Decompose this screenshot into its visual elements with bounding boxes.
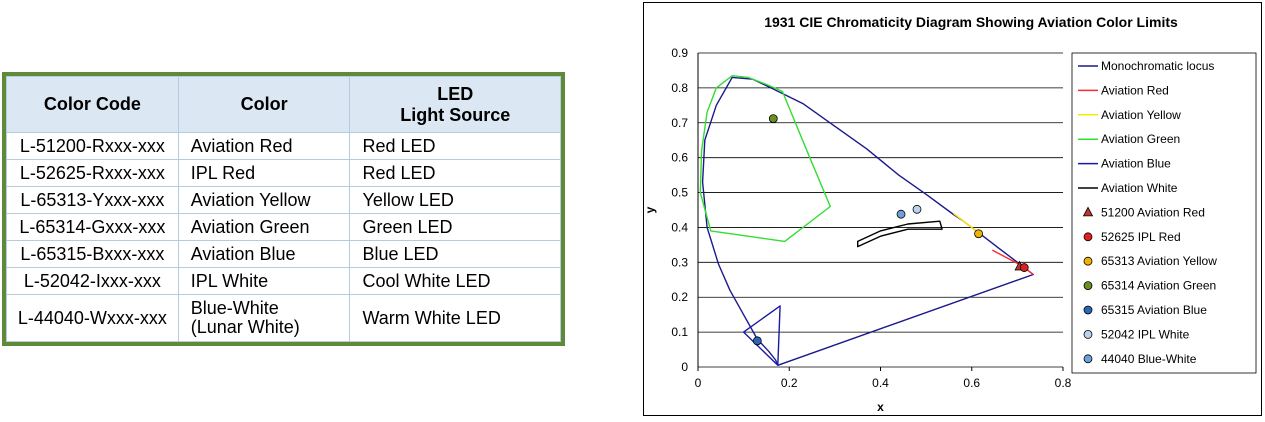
header-color-code: Color Code (6, 76, 179, 133)
table-header-row: Color Code Color LED Light Source (6, 76, 561, 133)
led-source-cell: Green LED (349, 213, 561, 241)
table-row: L-52042-Ixxx-xxx IPL White Cool White LE… (6, 267, 561, 295)
table-row: L-52625-Rxxx-xxx IPL Red Red LED (6, 159, 561, 187)
series-aviation-green (699, 74, 832, 243)
legend-point-swatch (1083, 256, 1093, 266)
legend-entry-label: Aviation Red (1101, 83, 1169, 97)
color-code-cell: L-51200-Rxxx-xxx (6, 132, 179, 160)
series-aviation-blue (742, 305, 781, 366)
header-color: Color (177, 76, 351, 133)
table-row: L-65315-Bxxx-xxx Aviation Blue Blue LED (6, 240, 561, 268)
marker-point (1019, 263, 1029, 272)
legend-triangle-swatch (1082, 206, 1094, 217)
led-color-table: Color Code Color LED Light Source L-5120… (2, 72, 565, 346)
legend-entry-label: 65315 Aviation Blue (1101, 303, 1207, 317)
y-tick-label: 0.5 (671, 186, 688, 200)
legend-point-swatch (1083, 305, 1093, 315)
table-row: L-44040-Wxxx-xxx Blue-White (Lunar White… (6, 294, 561, 342)
marker-point (752, 336, 762, 346)
table-row: L-65313-Yxxx-xxx Aviation Yellow Yellow … (6, 186, 561, 214)
y-tick-label: 0.3 (671, 255, 688, 269)
color-code-table: Color Code Color LED Light Source L-5120… (6, 76, 561, 342)
marker-point (974, 229, 983, 239)
led-source-cell: Cool White LED (349, 267, 561, 295)
legend-entry-label: Aviation White (1101, 181, 1178, 195)
legend-point-swatch (1083, 281, 1093, 291)
y-tick-label: 0 (681, 360, 688, 374)
x-tick-label: 0.6 (963, 376, 980, 390)
legend-entry-label: 51200 Aviation Red (1101, 205, 1205, 219)
marker-point (768, 114, 778, 123)
color-cell: Aviation Green (177, 213, 351, 241)
table-row: L-65314-Gxxx-xxx Aviation Green Green LE… (6, 213, 561, 241)
color-code-cell: L-44040-Wxxx-xxx (6, 294, 179, 342)
header-led-light-source: LED Light Source (349, 76, 561, 133)
led-source-cell: Warm White LED (349, 294, 561, 342)
marker-point (912, 204, 922, 214)
color-cell: Aviation Blue (177, 240, 351, 268)
y-axis-label: y (644, 206, 657, 213)
color-code-cell: L-65315-Bxxx-xxx (6, 240, 179, 268)
color-code-cell: L-52042-Ixxx-xxx (6, 267, 179, 295)
legend-entry-label: 52042 IPL White (1101, 327, 1190, 341)
y-tick-label: 0.9 (671, 46, 688, 60)
y-tick-label: 0.6 (671, 151, 688, 165)
x-tick-label: 0.4 (872, 376, 889, 390)
legend-entry-label: 65314 Aviation Green (1101, 279, 1216, 293)
legend-entry-label: Aviation Green (1101, 132, 1180, 146)
legend-entry-label: 52625 IPL Red (1101, 230, 1181, 244)
series-aviation-white (856, 220, 943, 248)
legend-point-swatch (1083, 329, 1093, 339)
color-code-cell: L-52625-Rxxx-xxx (6, 159, 179, 187)
marker-point (896, 209, 906, 219)
legend-box (1071, 52, 1257, 374)
y-tick-label: 0.2 (671, 290, 688, 304)
x-tick-label: 0 (695, 376, 702, 390)
x-tick-label: 0.8 (1055, 376, 1072, 390)
y-tick-label: 0.4 (671, 220, 688, 234)
led-source-cell: Yellow LED (349, 186, 561, 214)
led-source-cell: Blue LED (349, 240, 561, 268)
legend-entry-label: Aviation Yellow (1101, 108, 1181, 122)
color-code-cell: L-65313-Yxxx-xxx (6, 186, 179, 214)
legend-entry-label: 65313 Aviation Yellow (1101, 254, 1217, 268)
chart-title: 1931 CIE Chromaticity Diagram Showing Av… (764, 14, 1178, 30)
legend-point-swatch (1083, 232, 1093, 242)
color-cell: IPL White (177, 267, 351, 295)
legend-entry-label: Aviation Blue (1101, 157, 1171, 171)
color-cell: Aviation Red (177, 132, 351, 160)
color-cell: IPL Red (177, 159, 351, 187)
x-tick-label: 0.2 (781, 376, 798, 390)
led-source-cell: Red LED (349, 159, 561, 187)
color-cell: Aviation Yellow (177, 186, 351, 214)
y-tick-label: 0.7 (671, 116, 688, 130)
color-cell: Blue-White (Lunar White) (177, 294, 351, 342)
series-monochromatic-locus (701, 76, 1034, 366)
color-code-cell: L-65314-Gxxx-xxx (6, 213, 179, 241)
legend-entry-label: 44040 Blue-White (1101, 352, 1197, 366)
led-source-cell: Red LED (349, 132, 561, 160)
legend-entry-label: Monochromatic locus (1101, 59, 1214, 73)
table-row: L-51200-Rxxx-xxx Aviation Red Red LED (6, 132, 561, 160)
y-tick-label: 0.8 (671, 81, 688, 95)
cie-chromaticity-chart: 1931 CIE Chromaticity Diagram Showing Av… (643, 2, 1262, 416)
y-tick-label: 0.1 (671, 325, 688, 339)
legend-point-swatch (1083, 354, 1093, 364)
chart-canvas: 1931 CIE Chromaticity Diagram Showing Av… (644, 14, 1257, 414)
x-axis-label: x (877, 400, 884, 414)
